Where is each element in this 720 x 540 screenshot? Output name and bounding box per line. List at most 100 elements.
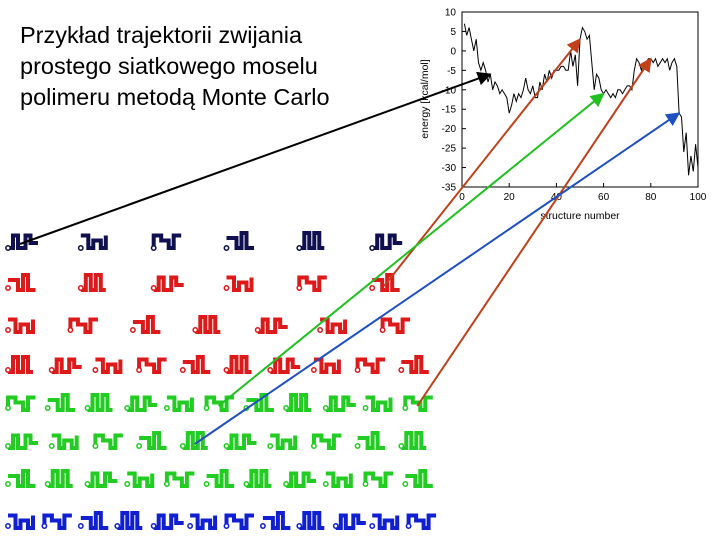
chain-path <box>299 511 325 530</box>
chain-start-bead <box>310 367 317 373</box>
chain-path <box>325 395 356 412</box>
conformation-61 <box>402 469 433 488</box>
chain-start-bead <box>332 523 339 529</box>
chain-start-bead <box>187 523 194 529</box>
chain-start-bead <box>398 443 405 449</box>
chain-path <box>87 393 113 412</box>
conformation-44 <box>136 431 167 450</box>
conformation-42 <box>48 433 79 450</box>
trajectory-arrow-4 <box>416 57 652 407</box>
conformation-26 <box>267 357 301 374</box>
chain-start-bead <box>5 245 11 251</box>
chain-path <box>286 393 312 412</box>
chain-start-bead <box>92 443 99 449</box>
chain-start-bead <box>354 367 361 373</box>
trajectory-arrow-1 <box>19 71 492 245</box>
chain-path <box>363 471 393 488</box>
conformation-72 <box>369 513 400 530</box>
chain-start-bead <box>77 285 84 291</box>
y-tick-label: -30 <box>442 163 457 174</box>
chain-path <box>224 513 254 530</box>
x-axis-label: structure number <box>540 210 620 222</box>
conformation-16 <box>192 315 221 334</box>
conformation-38 <box>322 395 356 412</box>
conformation-46 <box>223 433 257 450</box>
y-tick-label: 0 <box>450 46 456 57</box>
chain-path <box>137 357 167 374</box>
conformation-24 <box>179 355 211 374</box>
conformation-41 <box>5 433 38 450</box>
energy-series-line <box>463 23 699 176</box>
chain-start-bead <box>44 405 51 411</box>
chain-start-bead <box>136 367 143 373</box>
chain-path <box>153 275 184 292</box>
conformation-6 <box>369 233 403 251</box>
chain-path <box>257 317 288 334</box>
conformation-11 <box>296 275 327 292</box>
chain-start-bead <box>362 405 369 411</box>
chain-start-bead <box>92 367 99 373</box>
chain-path <box>8 433 38 450</box>
chain-path <box>51 433 79 450</box>
conformation-59 <box>322 471 353 488</box>
chain-start-bead <box>322 405 329 411</box>
chain-start-bead <box>203 481 210 487</box>
chain-path <box>372 233 403 250</box>
chain-start-bead <box>41 523 48 529</box>
chain-path <box>190 513 218 530</box>
chain-start-bead <box>402 481 409 487</box>
chain-start-bead <box>362 481 369 487</box>
chain-path <box>95 357 123 374</box>
chain-path <box>47 469 73 488</box>
chain-path <box>47 393 76 412</box>
chain-start-bead <box>223 523 230 529</box>
chain-path <box>127 395 158 412</box>
chain-path <box>320 317 348 334</box>
conformation-43 <box>92 433 123 450</box>
conformation-3 <box>150 233 182 251</box>
chain-path <box>68 317 98 334</box>
chain-path <box>405 469 433 488</box>
conformation-52 <box>44 469 73 488</box>
conformation-18 <box>317 317 348 334</box>
chain-start-bead <box>44 481 51 487</box>
chain-start-bead <box>179 443 186 449</box>
chain-start-bead <box>405 523 412 529</box>
chain-path <box>166 395 194 412</box>
conformation-55 <box>163 471 195 488</box>
chain-start-bead <box>369 285 376 291</box>
conformation-4 <box>223 231 254 251</box>
chain-start-bead <box>223 245 230 251</box>
conformation-32 <box>84 393 113 412</box>
chain-path <box>365 395 393 412</box>
x-tick-label: 60 <box>598 192 610 203</box>
conformation-57 <box>243 469 272 488</box>
chain-path <box>8 513 35 530</box>
conformation-5 <box>296 231 325 251</box>
chain-path <box>164 471 195 488</box>
chain-path <box>6 395 36 412</box>
conformation-60 <box>362 471 393 488</box>
conformation-30 <box>5 395 36 412</box>
chain-path <box>270 433 298 450</box>
conformation-15 <box>129 315 161 334</box>
conformation-28 <box>354 357 386 374</box>
y-axis: 10 5 0 -5 -10 -15 -20 -25 -30 -35 <box>442 8 466 194</box>
chain-path <box>226 231 254 250</box>
conformation-67 <box>187 513 218 530</box>
y-tick-label: -5 <box>447 66 456 77</box>
chain-path <box>93 433 123 450</box>
trajectory-arrows <box>19 38 681 445</box>
conformation-66 <box>150 513 184 530</box>
chain-start-bead <box>354 443 361 449</box>
chain-start-bead <box>402 405 409 411</box>
chain-path <box>246 393 274 412</box>
chain-start-bead <box>254 327 261 333</box>
x-tick-label: 0 <box>459 192 465 203</box>
chain-start-bead <box>398 367 405 373</box>
chain-path <box>226 355 252 374</box>
trajectory-arrow-3 <box>218 92 605 407</box>
chain-path <box>335 513 366 530</box>
chain-start-bead <box>5 367 11 373</box>
